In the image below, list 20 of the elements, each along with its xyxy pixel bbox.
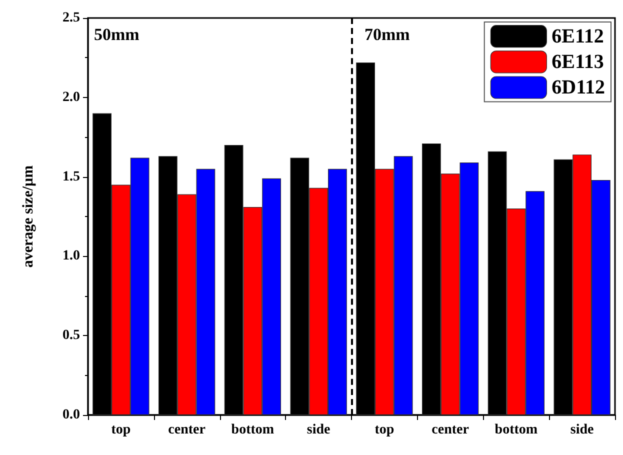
- x-tick-label: side: [570, 422, 594, 438]
- y-tick-label: 0.5: [62, 328, 80, 344]
- y-tick-label: 1.5: [62, 169, 80, 184]
- x-tick-label: top: [111, 422, 131, 438]
- legend-label: 6D112: [552, 76, 606, 98]
- x-tick-label: center: [168, 422, 206, 438]
- legend-label: 6E112: [552, 25, 604, 48]
- y-tick-label: 1.0: [62, 248, 80, 264]
- y-tick-label: 2.5: [62, 10, 80, 26]
- x-tick-label: side: [306, 422, 330, 438]
- y-tick-label: 2.0: [62, 90, 80, 105]
- x-tick-label: center: [432, 422, 469, 438]
- y-axis-title: average size/µm: [20, 164, 36, 268]
- x-tick-label: top: [374, 422, 394, 438]
- x-tick-label: bottom: [231, 422, 274, 438]
- annotation: 50mm: [94, 25, 140, 44]
- y-tick-label: 0.0: [62, 408, 80, 422]
- legend-label: 6E113: [552, 50, 604, 73]
- annotation: 70mm: [364, 25, 410, 44]
- x-tick-label: bottom: [494, 422, 538, 438]
